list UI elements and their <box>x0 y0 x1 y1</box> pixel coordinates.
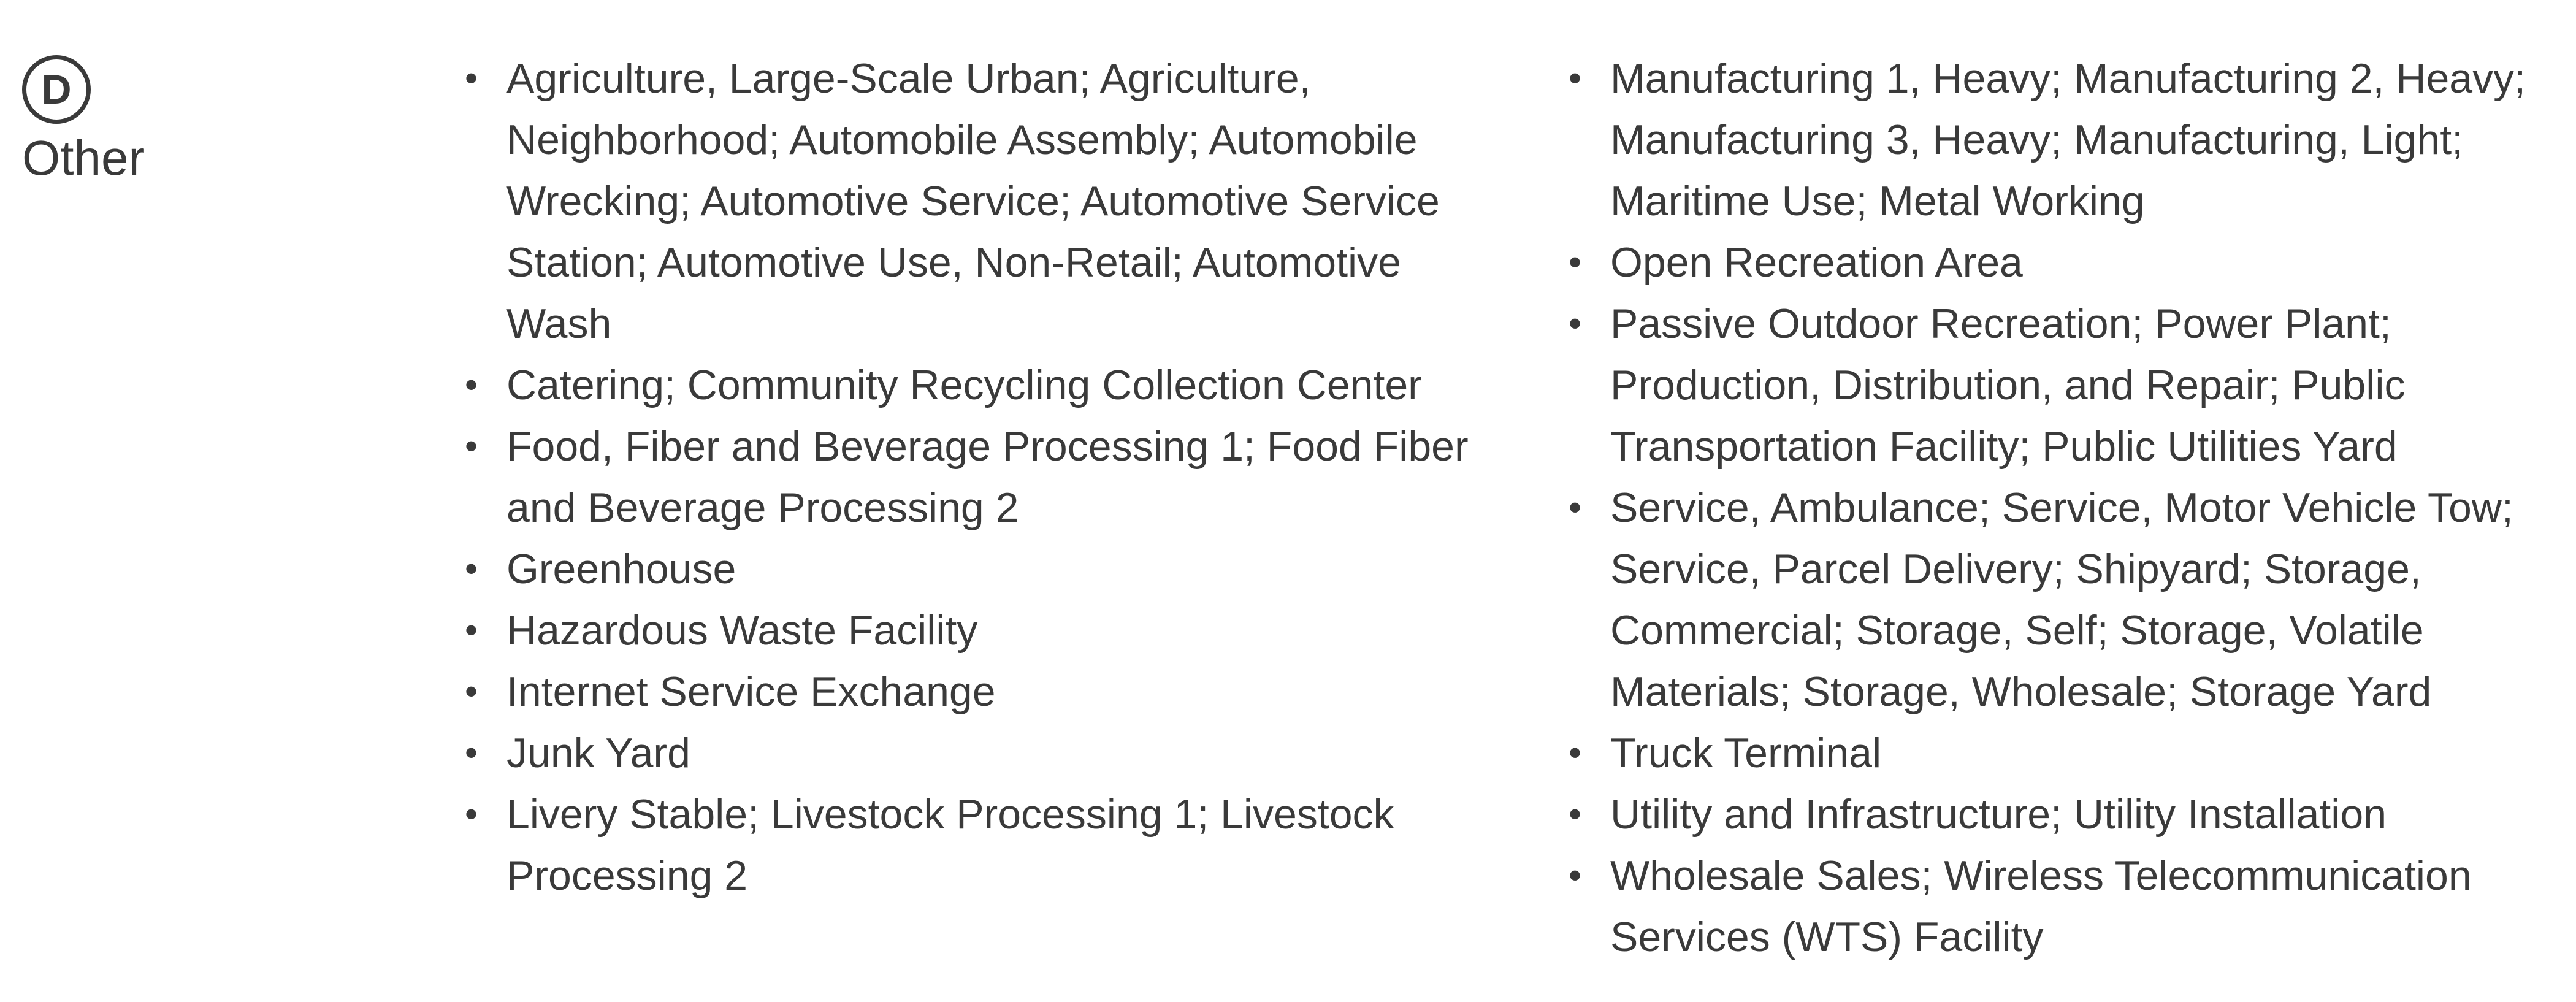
category-header: D Other <box>22 55 365 185</box>
bullet-icon: • <box>465 671 478 712</box>
list-item: • Hazardous Waste Facility <box>460 600 1502 661</box>
list-item: • Passive Outdoor Recreation; Power Plant… <box>1564 293 2569 477</box>
list-item: • Utility and Infrastructure; Utility Ins… <box>1564 784 2569 845</box>
bullet-icon: • <box>465 732 478 773</box>
category-letter-badge: D <box>22 55 91 124</box>
bullet-icon: • <box>465 548 478 589</box>
list-item: • Catering; Community Recycling Collectio… <box>460 354 1502 416</box>
uses-list-right: • Manufacturing 1, Heavy; Manufacturing 2… <box>1564 48 2569 968</box>
list-item: • Truck Terminal <box>1564 722 2569 784</box>
bullet-icon: • <box>465 426 478 467</box>
list-item: • Open Recreation Area <box>1564 232 2569 293</box>
uses-list-left: • Agriculture, Large-Scale Urban; Agricul… <box>460 48 1502 906</box>
bullet-icon: • <box>1569 242 1582 283</box>
list-item: • Wholesale Sales; Wireless Telecommunica… <box>1564 845 2569 968</box>
list-item: • Service, Ambulance; Service, Motor Vehi… <box>1564 477 2569 722</box>
list-item: • Internet Service Exchange <box>460 661 1502 722</box>
bullet-icon: • <box>1569 732 1582 773</box>
bullet-icon: • <box>465 58 478 99</box>
list-item: • Manufacturing 1, Heavy; Manufacturing 2… <box>1564 48 2569 232</box>
bullet-icon: • <box>1569 58 1582 99</box>
bullet-icon: • <box>1569 794 1582 835</box>
category-title: Other <box>22 131 145 185</box>
bullet-icon: • <box>465 610 478 651</box>
list-item: • Greenhouse <box>460 538 1502 600</box>
list-item: • Food, Fiber and Beverage Processing 1; … <box>460 416 1502 538</box>
bullet-icon: • <box>1569 855 1582 896</box>
bullet-icon: • <box>465 364 478 405</box>
list-item: • Agriculture, Large-Scale Urban; Agricul… <box>460 48 1502 354</box>
list-item: • Junk Yard <box>460 722 1502 784</box>
bullet-icon: • <box>1569 487 1582 528</box>
bullet-icon: • <box>465 794 478 835</box>
list-item: • Livery Stable; Livestock Processing 1; … <box>460 784 1502 906</box>
bullet-icon: • <box>1569 303 1582 344</box>
